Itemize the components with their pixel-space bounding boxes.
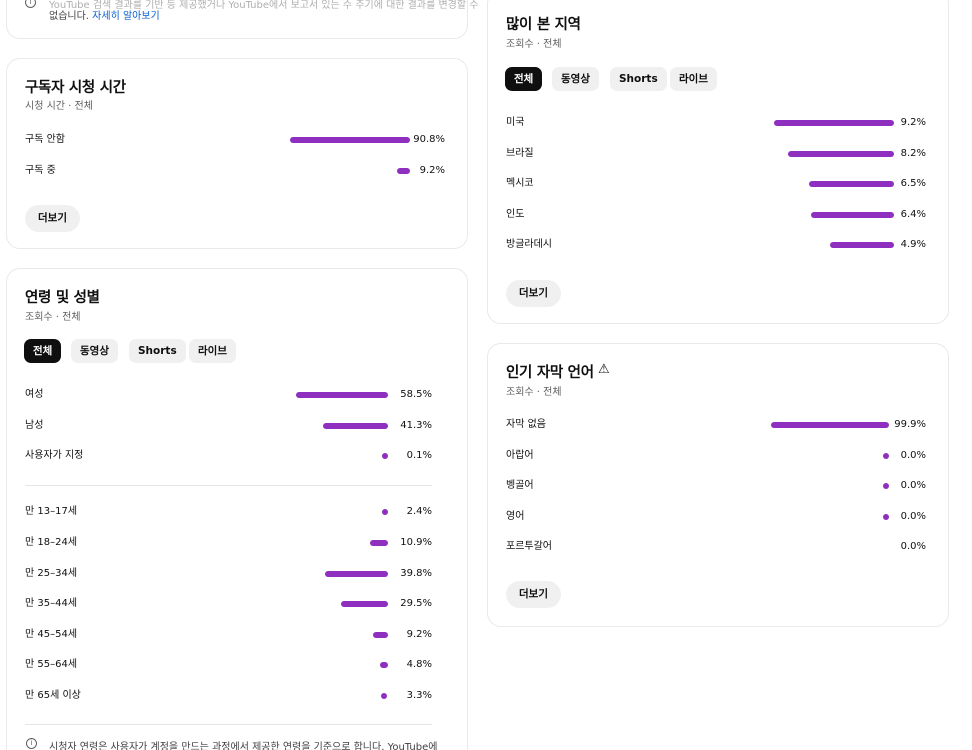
bar — [370, 540, 388, 546]
list-item: 만 25–34세 39.8% — [25, 568, 432, 579]
list-item: 만 13–17세 2.4% — [25, 506, 432, 517]
bar — [290, 137, 410, 143]
list-item: 여성 58.5% — [25, 389, 432, 400]
card-subtitle: 조회수 · 전체 — [506, 387, 562, 398]
more-button[interactable]: 더보기 — [506, 280, 561, 307]
bar — [771, 422, 889, 428]
list-item: 방글라데시 4.9% — [506, 239, 926, 250]
card-subtitle: 조회수 · 전체 — [506, 39, 562, 50]
chip-videos[interactable]: 동영상 — [552, 67, 599, 91]
subscriber-watch-time-card: 구독자 시청 시간 시청 시간 · 전체 구독 안함 90.8% 구독 중 9.… — [6, 58, 468, 249]
card-title: 인기 자막 언어 — [506, 365, 594, 381]
chip-all[interactable]: 전체 — [24, 339, 62, 363]
bar — [382, 453, 388, 459]
card-subtitle: 조회수 · 전체 — [25, 312, 81, 323]
card-title: 연령 및 성별 — [25, 290, 100, 306]
list-item: 만 55–64세 4.8% — [25, 659, 432, 670]
bar — [341, 601, 388, 607]
chip-shorts[interactable]: Shorts — [610, 67, 667, 91]
more-button[interactable]: 더보기 — [25, 205, 80, 232]
bar — [296, 392, 388, 398]
top-geographies-card: 많이 본 지역 조회수 · 전체 전체 동영상 Shorts 라이브 미국 9.… — [487, 0, 949, 324]
audience-note-card: i YouTube 검색 결과를 기반 등 제공했거나 YouTube에서 보고… — [6, 0, 478, 39]
card-subtitle: 시청 시간 · 전체 — [25, 101, 93, 112]
list-item: 자막 없음 99.9% — [506, 419, 926, 430]
list-item: 구독 중 9.2% — [25, 165, 445, 176]
card-title: 구독자 시청 시간 — [25, 80, 126, 96]
warning-triangle-icon[interactable]: ⚠ — [598, 362, 610, 377]
info-icon: i — [25, 0, 36, 8]
info-icon: i — [26, 738, 37, 749]
bar — [381, 693, 387, 699]
note-line2: 없습니다. 자세히 알아보기 — [49, 11, 160, 22]
bar — [325, 571, 388, 577]
list-item: 멕시코 6.5% — [506, 178, 926, 189]
list-item: 포르투갈어 0.0% — [506, 541, 926, 552]
bar — [397, 168, 410, 174]
divider — [25, 485, 432, 486]
list-item: 만 18–24세 10.9% — [25, 537, 432, 548]
more-button[interactable]: 더보기 — [506, 581, 561, 608]
bar — [809, 181, 894, 187]
bar — [323, 423, 388, 429]
chip-all[interactable]: 전체 — [505, 67, 543, 91]
list-item: 영어 0.0% — [506, 511, 926, 522]
list-item: 남성 41.3% — [25, 420, 432, 431]
list-item: 아랍어 0.0% — [506, 450, 926, 461]
learn-more-link[interactable]: 자세히 알아보기 — [92, 11, 160, 22]
divider — [25, 724, 432, 725]
chip-live[interactable]: 라이브 — [670, 67, 717, 91]
list-item: 사용자가 지정 0.1% — [25, 450, 432, 461]
bar — [380, 662, 388, 668]
chip-videos[interactable]: 동영상 — [71, 339, 118, 363]
list-item: 인도 6.4% — [506, 209, 926, 220]
bar — [883, 453, 889, 459]
chip-live[interactable]: 라이브 — [189, 339, 236, 363]
age-gender-card: 연령 및 성별 조회수 · 전체 전체 동영상 Shorts 라이브 여성 58… — [6, 268, 468, 750]
list-item: 만 35–44세 29.5% — [25, 598, 432, 609]
list-item: 만 45–54세 9.2% — [25, 629, 432, 640]
chip-shorts[interactable]: Shorts — [129, 339, 186, 363]
list-item: 브라질 8.2% — [506, 148, 926, 159]
bar — [883, 514, 889, 520]
bar — [788, 151, 894, 157]
note-line1: YouTube 검색 결과를 기반 등 제공했거나 YouTube에서 보고서 … — [49, 0, 479, 11]
subtitle-languages-card: 인기 자막 언어 ⚠ 조회수 · 전체 자막 없음 99.9% 아랍어 0.0%… — [487, 343, 949, 627]
list-item: 구독 안함 90.8% — [25, 134, 445, 145]
list-item: 만 65세 이상 3.3% — [25, 690, 432, 701]
list-item: 미국 9.2% — [506, 117, 926, 128]
bar — [883, 483, 889, 489]
age-footnote: 시청자 연령은 사용자가 계정을 만드는 과정에서 제공한 연령을 기준으로 합… — [49, 742, 438, 750]
bar — [811, 212, 894, 218]
bar — [774, 120, 894, 126]
list-item: 벵골어 0.0% — [506, 480, 926, 491]
bar — [382, 509, 388, 515]
card-title: 많이 본 지역 — [506, 17, 581, 33]
bar — [373, 632, 388, 638]
bar — [830, 242, 894, 248]
